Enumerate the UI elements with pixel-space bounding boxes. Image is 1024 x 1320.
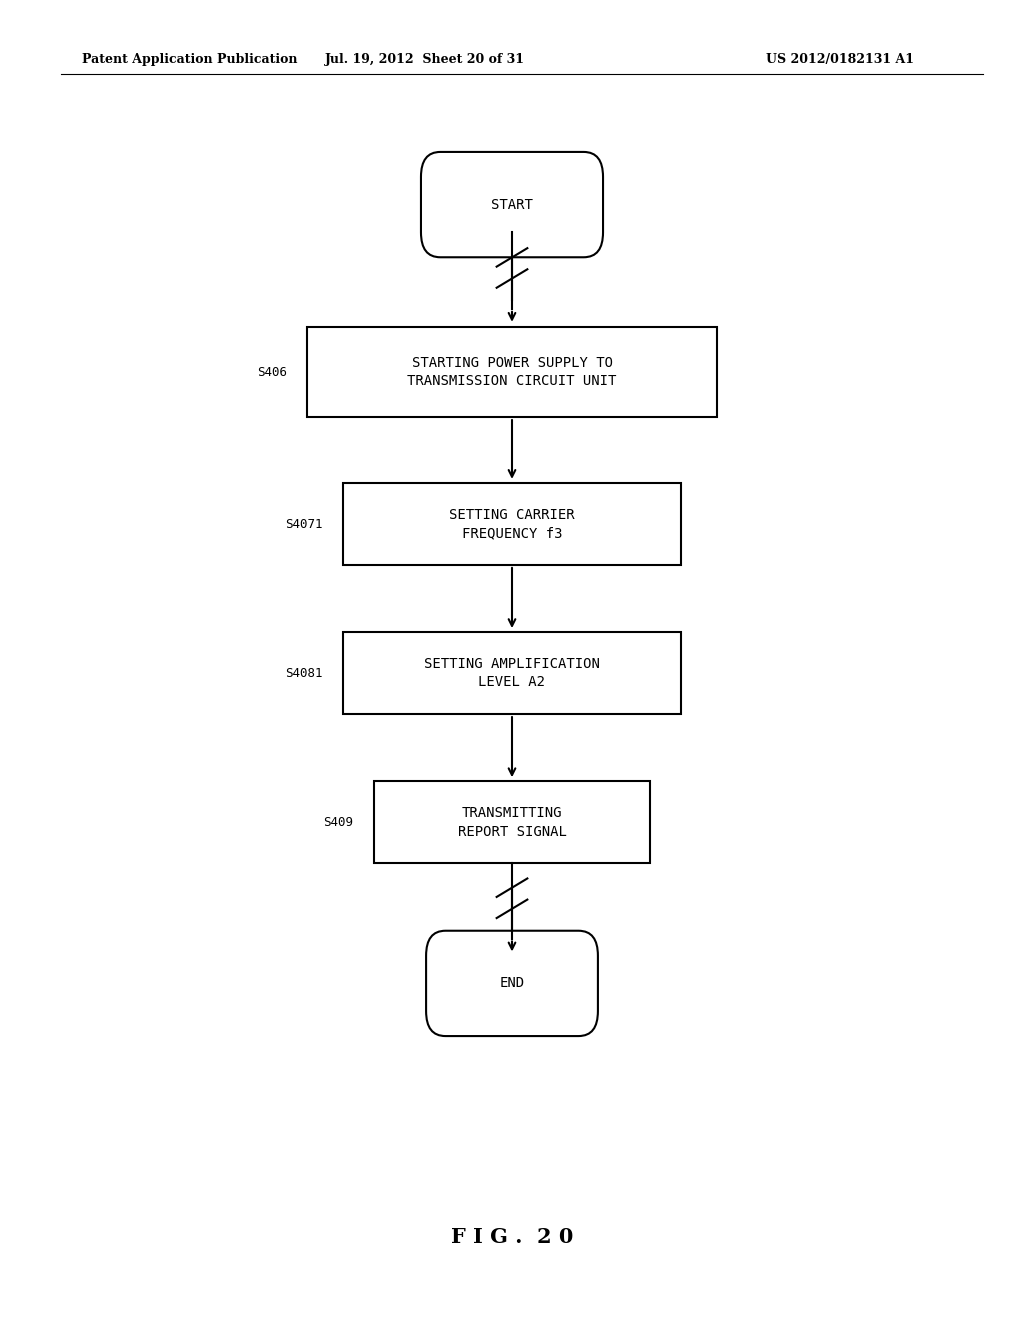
- Text: START: START: [492, 198, 532, 211]
- FancyBboxPatch shape: [374, 781, 650, 863]
- Text: END: END: [500, 977, 524, 990]
- Text: Jul. 19, 2012  Sheet 20 of 31: Jul. 19, 2012 Sheet 20 of 31: [325, 53, 525, 66]
- Text: S4081: S4081: [285, 667, 323, 680]
- FancyBboxPatch shape: [421, 152, 603, 257]
- Text: TRANSMITTING
REPORT SIGNAL: TRANSMITTING REPORT SIGNAL: [458, 807, 566, 838]
- Text: US 2012/0182131 A1: US 2012/0182131 A1: [766, 53, 913, 66]
- Text: S4071: S4071: [285, 517, 323, 531]
- Text: STARTING POWER SUPPLY TO
TRANSMISSION CIRCUIT UNIT: STARTING POWER SUPPLY TO TRANSMISSION CI…: [408, 356, 616, 388]
- FancyBboxPatch shape: [307, 327, 717, 417]
- Text: F I G .  2 0: F I G . 2 0: [451, 1226, 573, 1247]
- Text: SETTING CARRIER
FREQUENCY f3: SETTING CARRIER FREQUENCY f3: [450, 508, 574, 540]
- Text: S406: S406: [257, 366, 287, 379]
- FancyBboxPatch shape: [343, 483, 681, 565]
- Text: S409: S409: [324, 816, 353, 829]
- FancyBboxPatch shape: [426, 931, 598, 1036]
- Text: SETTING AMPLIFICATION
LEVEL A2: SETTING AMPLIFICATION LEVEL A2: [424, 657, 600, 689]
- Text: Patent Application Publication: Patent Application Publication: [82, 53, 297, 66]
- FancyBboxPatch shape: [343, 632, 681, 714]
